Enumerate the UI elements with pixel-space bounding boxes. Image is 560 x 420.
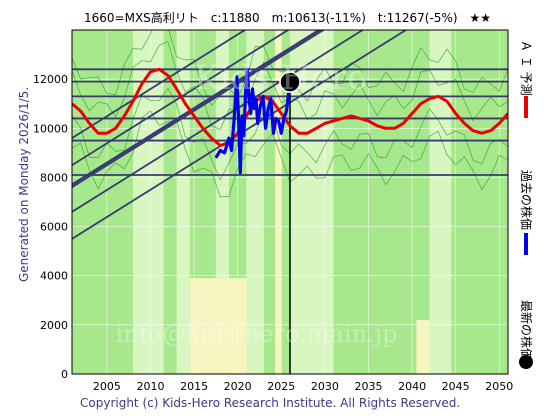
plot-frame (71, 29, 509, 375)
generated-date: Generated on Monday 2026/1/5. (17, 87, 31, 282)
y-tick-label-4: 8000 (40, 171, 68, 184)
legend-label-2: 最新の株価 (519, 300, 534, 360)
yellow-band-2 (416, 319, 430, 374)
channel-line-3 (72, 30, 290, 166)
latest-price-marker (279, 71, 301, 93)
legend-label-1: 過去の株価 (519, 170, 534, 230)
channel-line-4 (72, 30, 247, 139)
y-tick-label-5: 10000 (33, 122, 68, 135)
x-tick-label-3: 2020 (224, 380, 252, 393)
yellow-band-0 (189, 278, 247, 374)
plot-area: Kids-Hero info@kids-hero.main.jp 0 2000 4000… (33, 29, 513, 393)
legend-swatch-2 (519, 355, 533, 369)
y-tick-label-3: 6000 (40, 221, 68, 234)
light-band-0 (133, 30, 164, 374)
channel-line-5 (72, 30, 322, 186)
yellow-band-1 (275, 30, 282, 374)
x-tick-label-1: 2010 (136, 380, 164, 393)
plot-clipped: Kids-Hero info@kids-hero.main.jp (72, 30, 508, 374)
y-tick-label-1: 2000 (40, 319, 68, 332)
y-tick-label-6: 12000 (33, 73, 68, 86)
watermark-line2: info@kids-hero.main.jp (116, 320, 398, 348)
channel-line-2 (72, 30, 326, 189)
x-tick-label-7: 2040 (398, 380, 426, 393)
y-tick-label-2: 4000 (40, 270, 68, 283)
y-tick-label-0: 0 (61, 368, 68, 381)
x-tick-label-2: 2015 (180, 380, 208, 393)
legend-label-0: Ａ Ｉ 予測 (519, 40, 533, 96)
x-tick-label-5: 2030 (311, 380, 339, 393)
x-tick-label-9: 2050 (485, 380, 513, 393)
x-tick-label-4: 2025 (267, 380, 295, 393)
copyright-footer: Copyright (c) Kids-Hero Research Institu… (80, 396, 460, 410)
x-tick-label-8: 2045 (442, 380, 470, 393)
ai-forecast-line (72, 67, 508, 147)
past-price-line (214, 67, 292, 175)
x-tick-label-6: 2035 (354, 380, 382, 393)
chart-title: 1660=MXS高利リト c:11880 m:10613(-11%) t:112… (84, 10, 491, 25)
x-tick-label-0: 2005 (93, 380, 121, 393)
watermark-line1: Kids-Hero (194, 58, 367, 98)
